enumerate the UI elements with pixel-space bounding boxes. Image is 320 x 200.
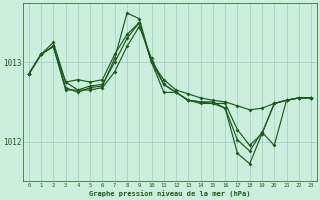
X-axis label: Graphe pression niveau de la mer (hPa): Graphe pression niveau de la mer (hPa) [89,190,251,197]
